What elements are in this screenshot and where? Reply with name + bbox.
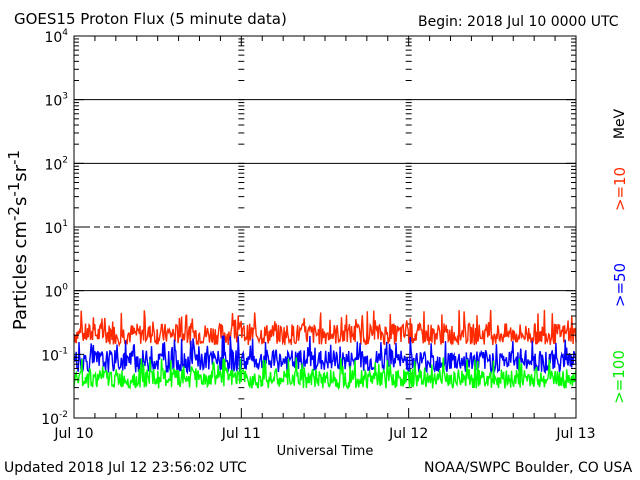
series-line-0 — [73, 309, 577, 348]
credit-text: NOAA/SWPC Boulder, CO USA — [424, 460, 633, 476]
chart-title: GOES15 Proton Flux (5 minute data) — [14, 10, 287, 28]
series-label-100mev: >=100 — [610, 350, 628, 404]
x-tick-label: Jul 11 — [221, 426, 261, 442]
y-tick-label: 10-1 — [41, 346, 68, 364]
updated-timestamp: Updated 2018 Jul 12 23:56:02 UTC — [4, 460, 247, 476]
y-tick-label: 103 — [44, 92, 68, 110]
series-line-1 — [73, 335, 577, 375]
y-tick-label: 104 — [44, 28, 68, 46]
x-tick-label: Jul 10 — [53, 426, 93, 442]
y-tick-label: 100 — [44, 283, 68, 301]
x-tick-label: Jul 13 — [555, 426, 595, 442]
y-tick-label: 101 — [44, 219, 68, 237]
y-tick-label: 10-2 — [41, 410, 68, 428]
x-axis-label: Universal Time — [277, 444, 374, 459]
x-tick-label: Jul 12 — [388, 426, 428, 442]
series-label-10mev: >=10 — [611, 166, 629, 212]
series-line-2 — [73, 357, 577, 391]
y-tick-label: 102 — [44, 155, 68, 173]
begin-time: Begin: 2018 Jul 10 0000 UTC — [418, 14, 619, 30]
unit-label: MeV — [612, 108, 628, 140]
series-label-50mev: >=50 — [611, 262, 629, 308]
